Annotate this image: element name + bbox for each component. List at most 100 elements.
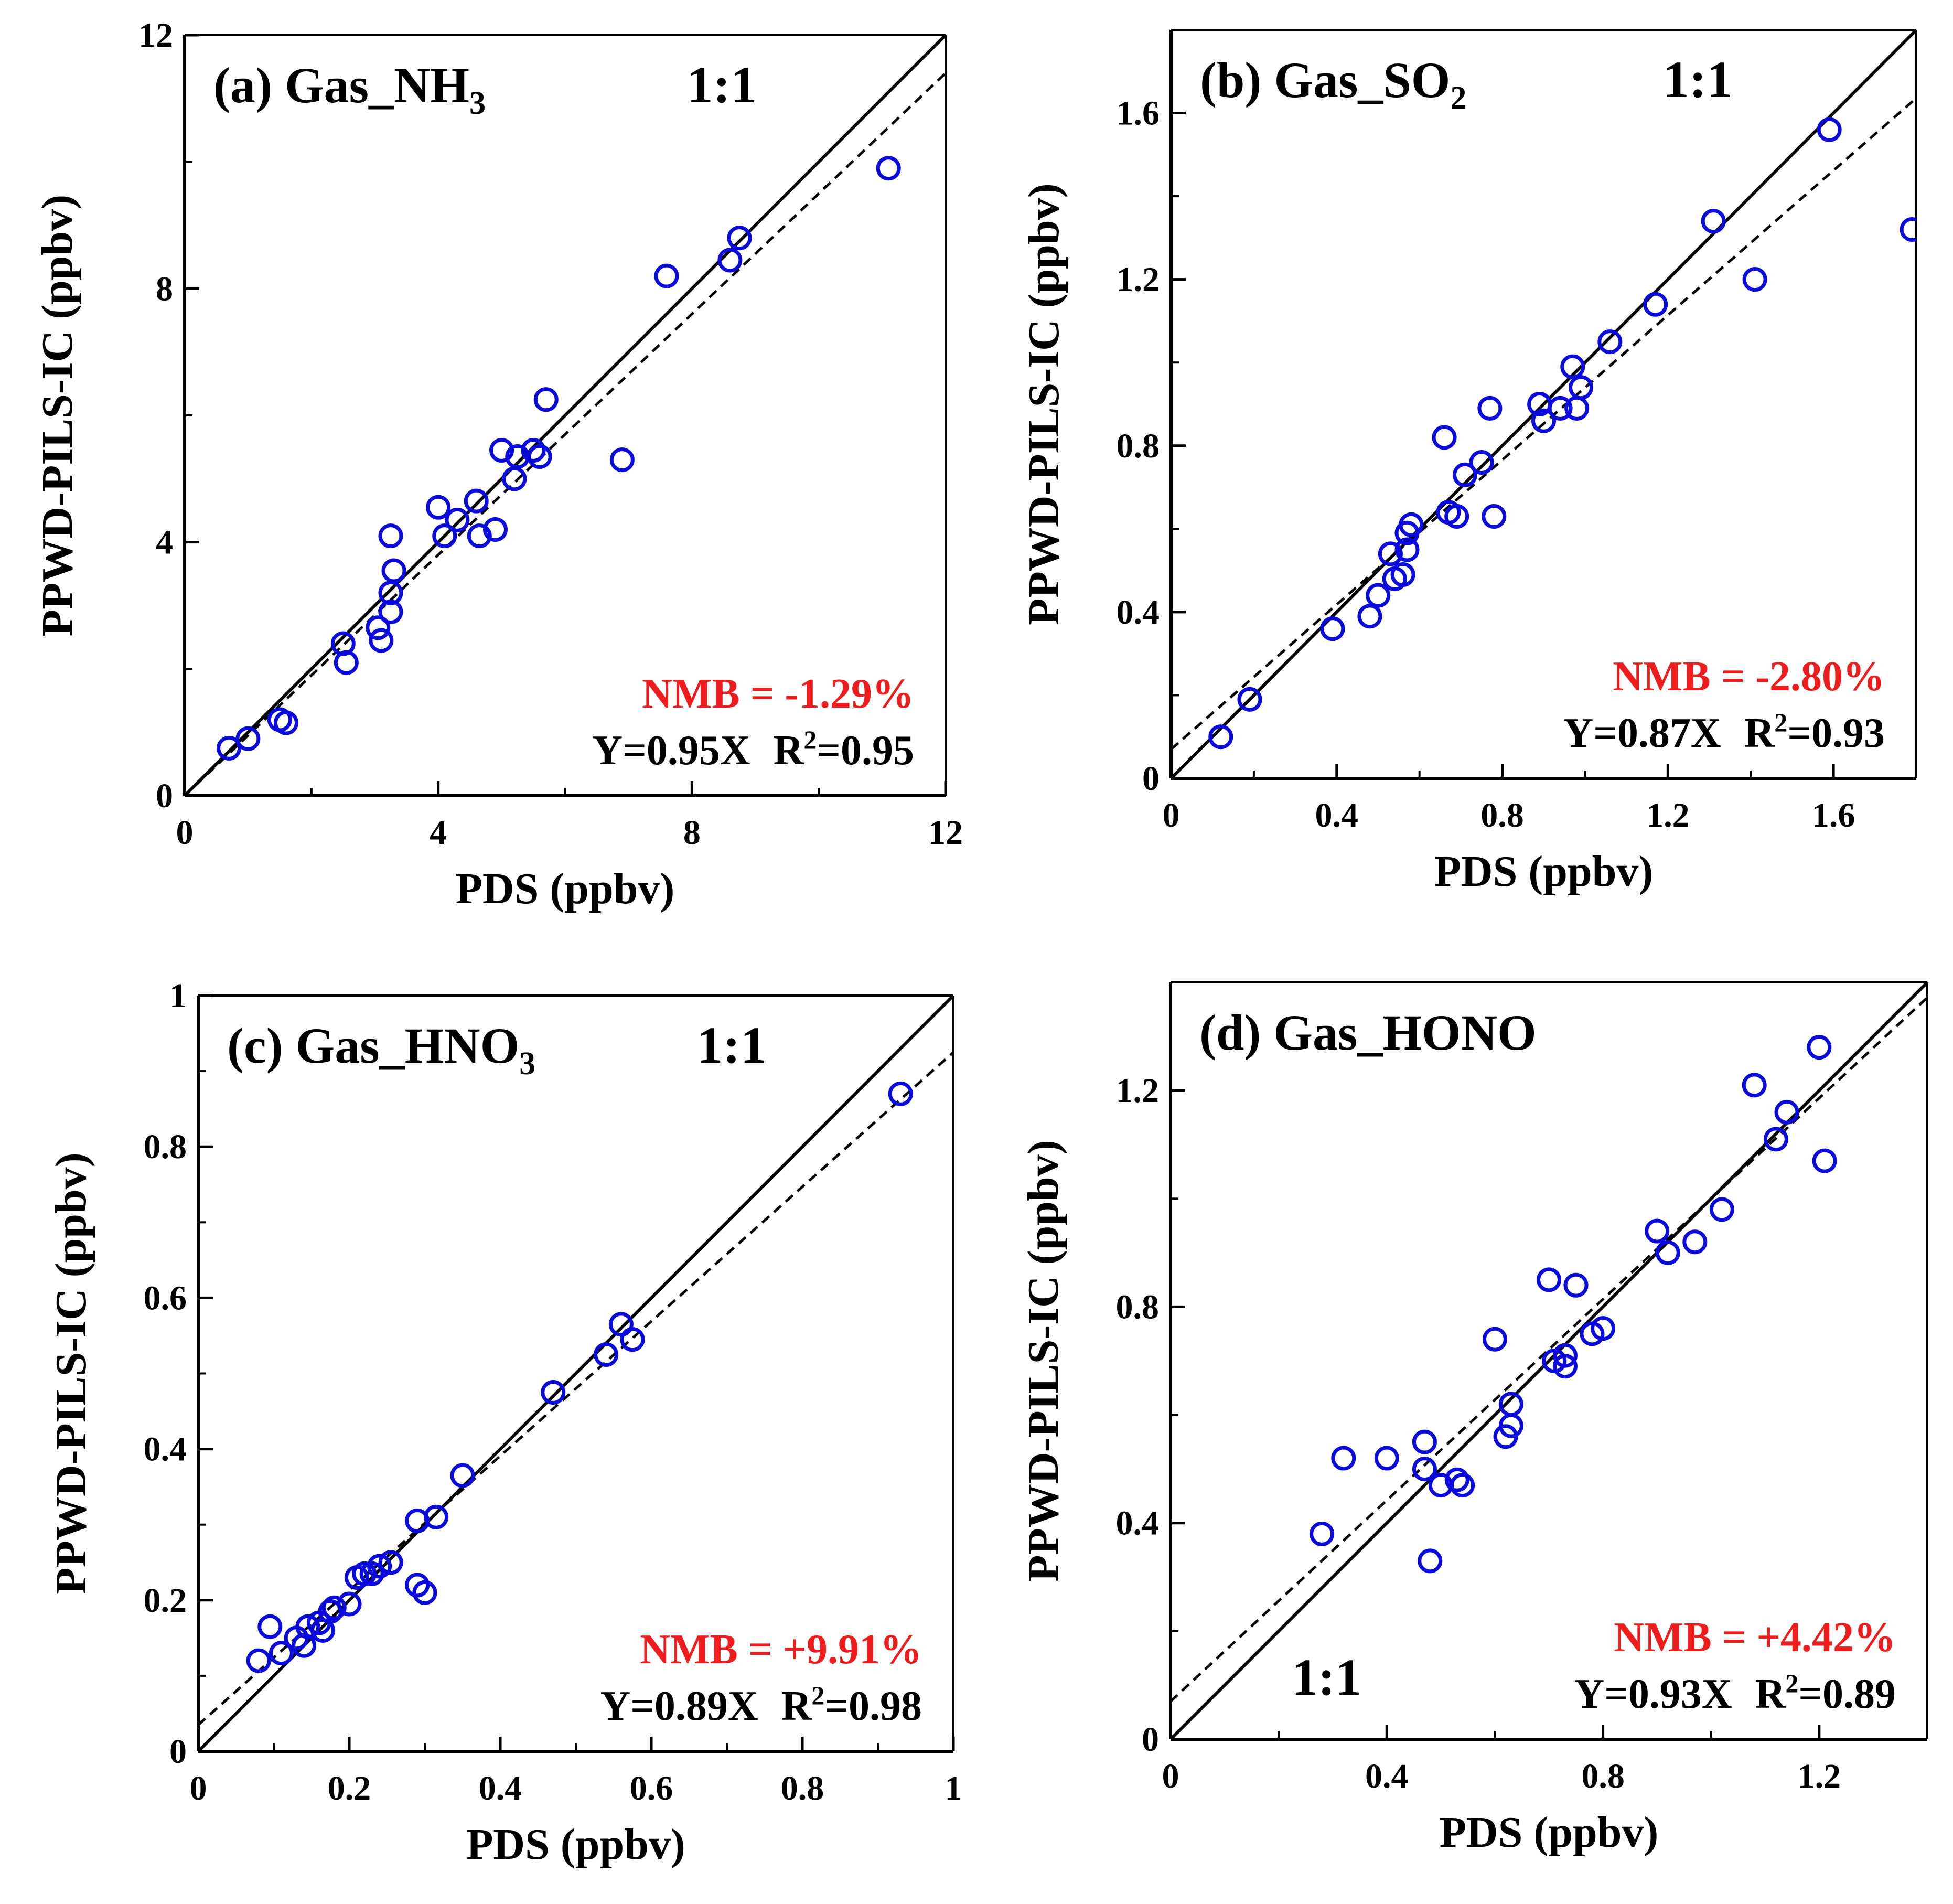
- data-point: [1399, 512, 1424, 537]
- panel-title: (a) Gas_NH3: [213, 57, 486, 121]
- data-point: [1552, 1354, 1578, 1379]
- y-tick-label: 1.2: [1116, 1072, 1160, 1110]
- x-tick-label: 0: [1162, 1757, 1179, 1795]
- data-point: [1701, 209, 1726, 234]
- panel-title-main: (a) Gas_NH: [213, 57, 469, 113]
- x-tick-label: 0.4: [1365, 1757, 1409, 1795]
- data-point: [450, 1463, 475, 1488]
- data-point: [217, 735, 242, 761]
- data-point: [620, 1327, 645, 1352]
- data-point: [1412, 1457, 1437, 1482]
- x-tick-label: 0.6: [630, 1769, 673, 1807]
- data-point: [521, 437, 546, 463]
- x-axis-title: PDS (ppbv): [1434, 847, 1654, 896]
- x-tick-label: 0.8: [1581, 1757, 1625, 1795]
- panel-title: (c) Gas_HNO3: [227, 1018, 535, 1082]
- fit-annotation: Y=0.89X R2=0.98: [600, 1681, 922, 1729]
- fit-annotation: Y=0.93X R2=0.89: [1574, 1668, 1896, 1717]
- data-point: [727, 226, 752, 251]
- x-tick-label: 0: [1163, 796, 1180, 835]
- data-point: [464, 488, 489, 514]
- data-point: [482, 517, 508, 542]
- data-point: [337, 1591, 362, 1617]
- data-point: [1412, 1429, 1437, 1454]
- data-point: [1331, 1446, 1356, 1471]
- data-point: [1563, 1272, 1589, 1298]
- y-tick-label: 1: [169, 977, 187, 1015]
- data-point: [273, 710, 298, 735]
- one-to-one-label: 1:1: [696, 1016, 766, 1074]
- data-point: [378, 1550, 403, 1575]
- data-point: [502, 466, 527, 491]
- y-tick-label: 0.8: [144, 1128, 187, 1166]
- x-tick-label: 4: [430, 814, 447, 852]
- y-tick-label: 12: [138, 16, 173, 55]
- r2-prefix: R: [781, 1683, 812, 1729]
- r2-prefix: R: [1755, 1671, 1786, 1717]
- one-to-one-line: [1171, 982, 1927, 1739]
- nmb-annotation: NMB = -2.80%: [1613, 654, 1885, 700]
- data-point: [1320, 616, 1345, 641]
- data-point: [1817, 117, 1842, 142]
- regression-line: [198, 1051, 953, 1726]
- data-point: [541, 1380, 566, 1405]
- data-point: [1469, 450, 1494, 475]
- panel-title-main: (c) Gas_HNO: [227, 1018, 519, 1074]
- data-point: [381, 558, 406, 583]
- data-point: [609, 447, 635, 473]
- x-tick-label: 12: [928, 814, 963, 852]
- regression-line: [1171, 997, 1927, 1703]
- data-point: [321, 1595, 347, 1620]
- data-point: [1498, 1413, 1523, 1438]
- y-tick-label: 0.4: [144, 1430, 187, 1469]
- data-point: [378, 523, 403, 549]
- data-point: [269, 1641, 294, 1666]
- panel-title-subscript: 3: [519, 1046, 535, 1082]
- data-point: [1763, 1127, 1788, 1152]
- x-axis-title: PDS (ppbv): [456, 864, 675, 913]
- y-tick-label: 0.8: [1116, 1288, 1160, 1326]
- r2-superscript: 2: [1774, 708, 1787, 737]
- x-tick-label: 0.4: [479, 1769, 522, 1807]
- y-tick-label: 0.8: [1117, 427, 1160, 465]
- data-point: [594, 1342, 619, 1367]
- r2-value: =0.93: [1787, 710, 1885, 756]
- data-point: [1444, 1467, 1469, 1492]
- y-tick-label: 1.6: [1117, 94, 1160, 133]
- data-point: [1531, 408, 1556, 433]
- y-tick-label: 0: [1142, 760, 1160, 798]
- x-tick-label: 1.2: [1798, 1757, 1841, 1795]
- r2-prefix: R: [1744, 710, 1775, 756]
- y-tick-label: 1.2: [1117, 261, 1160, 299]
- data-point: [1482, 1327, 1507, 1352]
- one-to-one-label: 1:1: [1292, 1648, 1361, 1706]
- data-point: [295, 1614, 320, 1639]
- data-point: [366, 615, 391, 640]
- data-point: [533, 387, 559, 412]
- data-point: [405, 1573, 430, 1598]
- y-tick-label: 8: [156, 270, 173, 308]
- data-point: [1394, 537, 1420, 562]
- one-to-one-label: 1:1: [1663, 50, 1733, 109]
- data-point: [1477, 395, 1503, 421]
- data-point: [717, 248, 743, 273]
- data-series: [246, 1081, 913, 1673]
- panel-title: (d) Gas_HONO: [1199, 1004, 1537, 1061]
- data-point: [334, 650, 359, 675]
- x-tick-label: 1.6: [1812, 796, 1855, 835]
- data-point: [1900, 217, 1916, 242]
- data-point: [1208, 724, 1233, 750]
- panel-d-hono: 0 0.4 0.8 1.2 0 0.4 0.8 1.2 PDS (ppbv) PPWD-PILS-…: [1019, 981, 1928, 1857]
- fit-equation: Y=0.93X: [1574, 1671, 1732, 1717]
- panel-title-main: (d) Gas_HONO: [1199, 1004, 1537, 1061]
- reference-lines: [198, 996, 953, 1751]
- data-point: [426, 495, 451, 520]
- data-point: [1537, 1267, 1561, 1292]
- data-point: [489, 437, 514, 463]
- y-tick-label: 0: [1142, 1720, 1159, 1759]
- data-point: [235, 726, 261, 751]
- data-series: [1208, 117, 1916, 750]
- data-point: [369, 628, 394, 653]
- data-point: [888, 1081, 913, 1106]
- reference-lines: [185, 35, 946, 796]
